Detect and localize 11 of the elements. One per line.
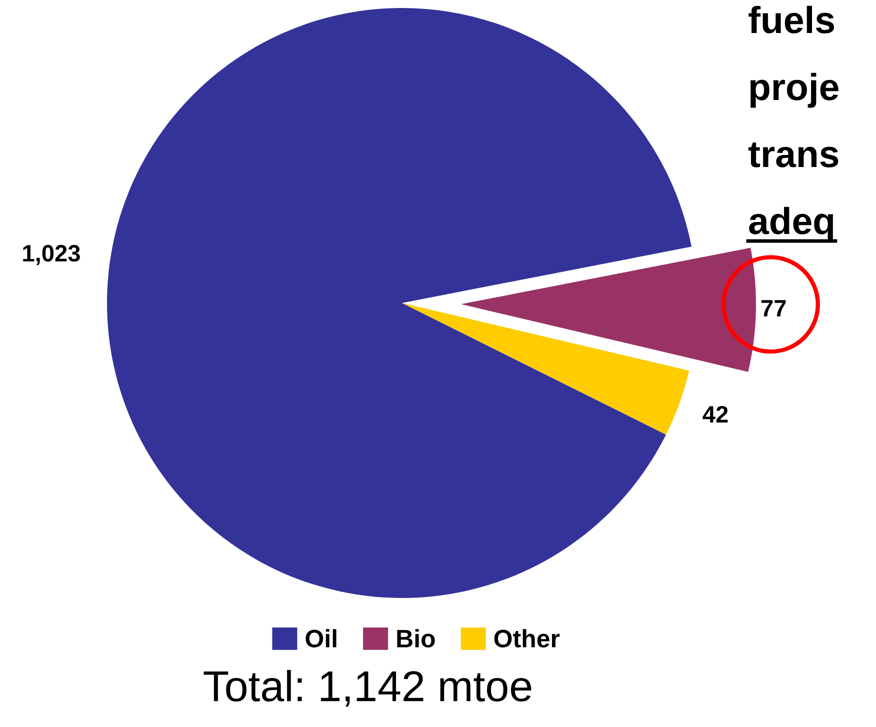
text: adeq: [749, 206, 834, 242]
text: trans: [748, 142, 838, 168]
text: Total: 1,142 mtoe: [204, 670, 532, 707]
text: fuels: [748, 6, 834, 34]
text: proje: [750, 72, 838, 108]
legend-label: Bio: [397, 629, 435, 648]
legend-label: Oil: [306, 629, 336, 648]
legend-label: Other: [494, 629, 560, 648]
data-label: 1,023: [23, 244, 80, 266]
data-label: 77: [762, 300, 786, 316]
data-label: 42: [702, 406, 728, 422]
